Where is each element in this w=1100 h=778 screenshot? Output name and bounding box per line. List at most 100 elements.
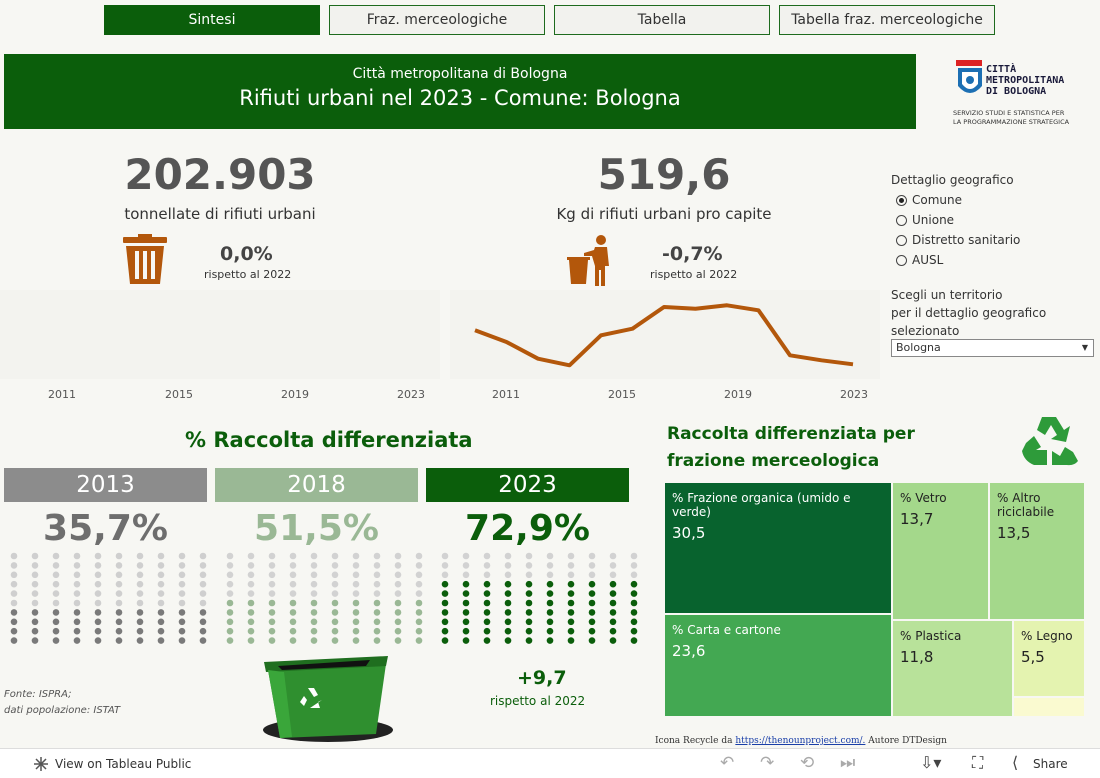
dot-2018 <box>373 637 381 644</box>
share-icon[interactable]: ⟨ <box>1012 753 1019 772</box>
dot-2018 <box>415 562 423 569</box>
treemap-organico-label: % Frazione organica (umido e verde) <box>672 491 851 519</box>
dot-2013 <box>157 580 165 588</box>
x-tick-2019-b: 2019 <box>724 388 752 401</box>
kpi-total-value: 202.903 <box>124 150 316 199</box>
treemap-altro[interactable]: % Altro riciclabile 13,5 <box>989 482 1085 620</box>
treemap-plastica-value: 11,8 <box>900 648 934 666</box>
revert-icon[interactable]: ⟲ <box>800 753 815 773</box>
dot-2023 <box>441 637 449 644</box>
credit-link[interactable]: https://thenounproject.com/. <box>735 736 866 746</box>
dot-2013 <box>157 590 165 597</box>
dot-2023 <box>462 599 470 607</box>
dot-2023 <box>441 609 449 616</box>
icon-credit: Icona Recycle da https://thenounproject.… <box>655 736 947 746</box>
download-icon[interactable]: ⇩▾ <box>920 753 942 772</box>
tab-fraz-merceologiche[interactable]: Fraz. merceologiche <box>329 5 545 35</box>
dot-2023 <box>630 627 638 635</box>
x-tick-2011-b: 2011 <box>492 388 520 401</box>
treemap-plastica-label: % Plastica <box>900 629 962 643</box>
dot-2023 <box>462 590 470 597</box>
fullscreen-icon[interactable]: ⛶ <box>972 753 984 772</box>
dot-2018 <box>415 599 423 607</box>
dot-2023 <box>567 599 575 607</box>
dot-2013 <box>178 627 186 635</box>
dot-2018 <box>331 618 339 626</box>
dot-2018 <box>415 552 423 560</box>
dot-2018 <box>226 580 234 588</box>
undo-icon[interactable]: ↶ <box>720 753 735 773</box>
dot-2013 <box>115 618 123 626</box>
tableau-toolbar: View on Tableau Public ↶ ↷ ⟲ ⏭ ⇩▾ ⛶ ⟨ Sh… <box>0 748 1100 778</box>
dot-2023 <box>609 571 617 579</box>
dot-2018 <box>226 552 234 560</box>
dot-2013 <box>115 580 123 588</box>
treemap-vetro[interactable]: % Vetro 13,7 <box>892 482 989 620</box>
territory-select[interactable]: Bologna ▼ <box>891 339 1094 357</box>
tab-tabella[interactable]: Tabella <box>554 5 770 35</box>
dot-2018 <box>310 637 318 644</box>
kpi-total-label: tonnellate di rifiuti urbani <box>124 205 316 223</box>
dot-2023 <box>504 618 512 626</box>
dot-2023 <box>483 590 491 597</box>
dot-2013 <box>10 552 18 560</box>
dot-2018 <box>331 627 339 635</box>
radio-ausl[interactable]: AUSL <box>896 253 943 267</box>
dot-2013 <box>178 571 186 579</box>
dot-2018 <box>247 637 255 644</box>
dot-2013 <box>94 618 102 626</box>
dot-2023 <box>525 571 533 579</box>
dot-2023 <box>483 609 491 616</box>
dot-2023 <box>504 562 512 569</box>
radio-distretto[interactable]: Distretto sanitario <box>896 233 1020 247</box>
dot-2018 <box>310 590 318 597</box>
dot-2023 <box>588 637 596 644</box>
dot-2023 <box>483 618 491 626</box>
dot-2013 <box>94 590 102 597</box>
dot-2023 <box>504 599 512 607</box>
dot-2023 <box>588 590 596 597</box>
dot-2018 <box>373 627 381 635</box>
dot-2018 <box>247 599 255 607</box>
territory-title-line1: Scegli un territorio <box>891 288 1003 302</box>
dot-2013 <box>136 580 144 588</box>
dot-2013 <box>31 562 39 569</box>
dot-2023 <box>462 618 470 626</box>
dot-2013 <box>52 618 60 626</box>
dot-2013 <box>31 637 39 644</box>
treemap-legno[interactable]: % Legno 5,5 <box>1013 620 1085 697</box>
share-button[interactable]: Share <box>1033 757 1068 771</box>
logo-note2: LA PROGRAMMAZIONE STRATEGICA <box>953 118 1070 126</box>
dot-2013 <box>115 590 123 597</box>
dot-2013 <box>94 599 102 607</box>
dot-2023 <box>567 637 575 644</box>
dot-2013 <box>73 618 81 626</box>
dot-2013 <box>178 637 186 644</box>
pause-icon[interactable]: ⏭ <box>840 753 856 773</box>
treemap-plastica[interactable]: % Plastica 11,8 <box>892 620 1013 717</box>
header-banner: Città metropolitana di Bologna Rifiuti u… <box>4 54 916 129</box>
tab-sintesi[interactable]: Sintesi <box>104 5 320 35</box>
dot-2018 <box>415 618 423 626</box>
chart-percapita-line <box>450 290 880 379</box>
dot-2018 <box>415 627 423 635</box>
dot-2023 <box>525 599 533 607</box>
dot-2013 <box>94 552 102 560</box>
dot-2013 <box>10 571 18 579</box>
radio-distretto-label: Distretto sanitario <box>912 233 1021 247</box>
dot-2023 <box>588 627 596 635</box>
radio-comune[interactable]: Comune <box>896 193 962 207</box>
treemap-carta[interactable]: % Carta e cartone 23,6 <box>664 614 892 717</box>
radio-unione[interactable]: Unione <box>896 213 954 227</box>
source-note: Fonte: ISPRA; dati popolazione: ISTAT <box>4 687 120 719</box>
dot-2013 <box>31 580 39 588</box>
view-on-tableau-link[interactable]: View on Tableau Public <box>55 757 192 771</box>
dot-2023 <box>567 580 575 588</box>
dot-2018 <box>226 599 234 607</box>
treemap-organico[interactable]: % Frazione organica (umido e verde) 30,5 <box>664 482 892 614</box>
dot-2023 <box>525 618 533 626</box>
dot-2023 <box>483 599 491 607</box>
dot-2013 <box>73 590 81 597</box>
redo-icon[interactable]: ↷ <box>760 753 775 773</box>
tab-tabella-fraz-merceologiche[interactable]: Tabella fraz. merceologiche <box>779 5 995 35</box>
